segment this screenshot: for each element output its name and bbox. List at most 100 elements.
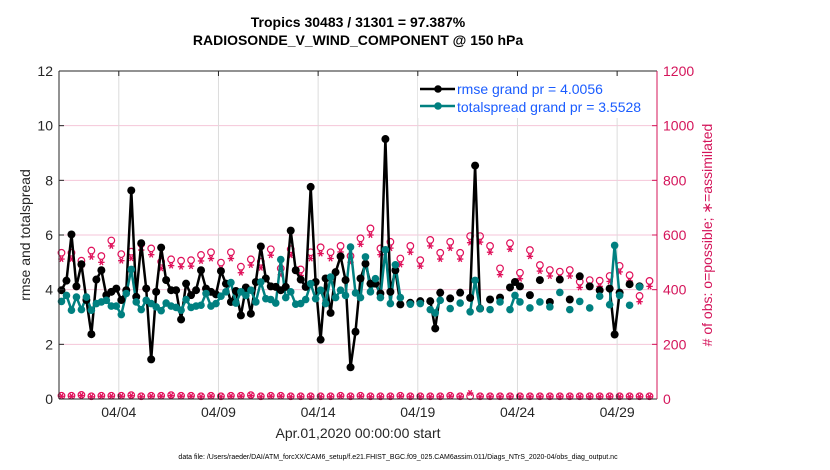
legend-rmse-marker [434,85,442,93]
rmse-point [291,266,300,275]
spread-point [595,292,604,301]
rmse-point [525,291,534,300]
obs-possible-low-point [77,391,86,399]
obs-possible-point [217,258,225,267]
spread-point [321,299,330,308]
spread-point [301,295,310,304]
obs-assimilated-low-point [187,393,195,400]
rmse-point [177,315,186,324]
rmse-point [336,252,345,261]
obs-possible-low-point [246,391,255,400]
spread-point [605,300,614,309]
obs-assimilated-point [88,253,95,260]
obs-assimilated-low-point [446,393,454,400]
y-right-tick-label: 600 [663,227,687,243]
x-axis-label: Apr.01,2020 00:00:00 start [275,425,440,441]
spread-point [252,298,260,306]
obs-assimilated-low-point [98,393,105,400]
obs-assimilated-point [526,253,534,260]
obs-possible-point [456,248,465,257]
legend-spread-label: totalspread grand pr = 3.5528 [457,99,641,115]
obs-assimilated-point [566,272,573,280]
spread-point [381,245,390,254]
rmse-point [446,294,455,303]
rmse-point [381,135,390,144]
spread-point [127,265,136,274]
obs-possible-point [406,242,415,250]
rmse-point [625,280,634,289]
rmse-point [157,243,166,252]
chart-title: Tropics 30483 / 31301 = 97.387% [251,14,466,30]
rmse-point [67,230,76,239]
obs-possible-low-point [376,392,385,401]
spread-point [625,301,634,310]
obs-possible-low-point [615,392,624,401]
obs-assimilated-low-point [357,393,364,400]
spread-point [585,304,594,312]
obs-possible-point [356,234,365,243]
spread-point [351,289,360,297]
obs-possible-point [625,271,634,280]
obs-possible-low-point [386,392,395,401]
obs-possible-low-point [605,392,614,401]
obs-assimilated-point [427,242,434,250]
spread-point [526,304,534,312]
rmse-point [535,276,544,285]
obs-possible-low-point [635,392,644,401]
y-tick-label: 10 [37,118,53,134]
obs-possible-low-point [645,392,654,401]
spread-point [257,278,265,286]
rmse-point [346,363,355,372]
obs-assimilated-point [167,262,175,269]
obs-assimilated-low-point [247,392,255,399]
spread-point [222,288,230,296]
chart-subtitle: RADIOSONDE_V_WIND_COMPONENT @ 150 hPa [193,32,523,48]
spread-point [506,305,514,314]
spread-point [77,305,86,314]
spread-point [476,304,484,313]
rmse-point [192,286,201,295]
rmse-point [361,259,370,268]
obs-possible-point [236,262,245,271]
spread-point [177,306,185,314]
rmse-point [256,242,265,251]
obs-possible-point [207,248,215,257]
obs-assimilated-point [496,271,504,278]
obs-assimilated-point [237,269,245,276]
spread-point [197,301,205,310]
rmse-point [486,295,495,304]
x-tick-label: 04/29 [600,404,635,420]
obs-possible-low-point [296,392,305,401]
rmse-point [456,288,465,297]
obs-assimilated-low-point [237,393,245,400]
obs-possible-low-point [137,392,146,401]
rmse-point [356,274,365,283]
footer-data-file: data file: /Users/raeder/DAI/ATM_forcXX/… [178,454,618,461]
y-tick-label: 8 [45,172,53,188]
obs-possible-point [496,264,504,273]
rmse-point [296,275,305,284]
spread-point [122,289,131,298]
spread-point [346,243,355,251]
obs-assimilated-point [486,249,494,256]
spread-point [247,286,255,295]
obs-assimilated-point [516,275,524,282]
spread-point [202,289,210,298]
spread-point [341,291,350,300]
obs-possible-point [316,243,325,252]
obs-assimilated-low-point [207,393,215,400]
obs-possible-low-point [486,392,494,401]
y-right-tick-label: 1000 [663,118,694,134]
rmse-point [436,288,445,297]
rmse-point [471,161,480,170]
spread-point [635,283,644,291]
obs-possible-low-point [366,392,375,401]
rmse-point [306,182,315,191]
rmse-point [565,295,574,304]
obs-assimilated-point [506,246,514,253]
spread-point [227,278,235,287]
obs-possible-point [416,256,425,265]
x-tick-label: 04/14 [301,404,336,420]
obs-assimilated-point [187,263,195,270]
